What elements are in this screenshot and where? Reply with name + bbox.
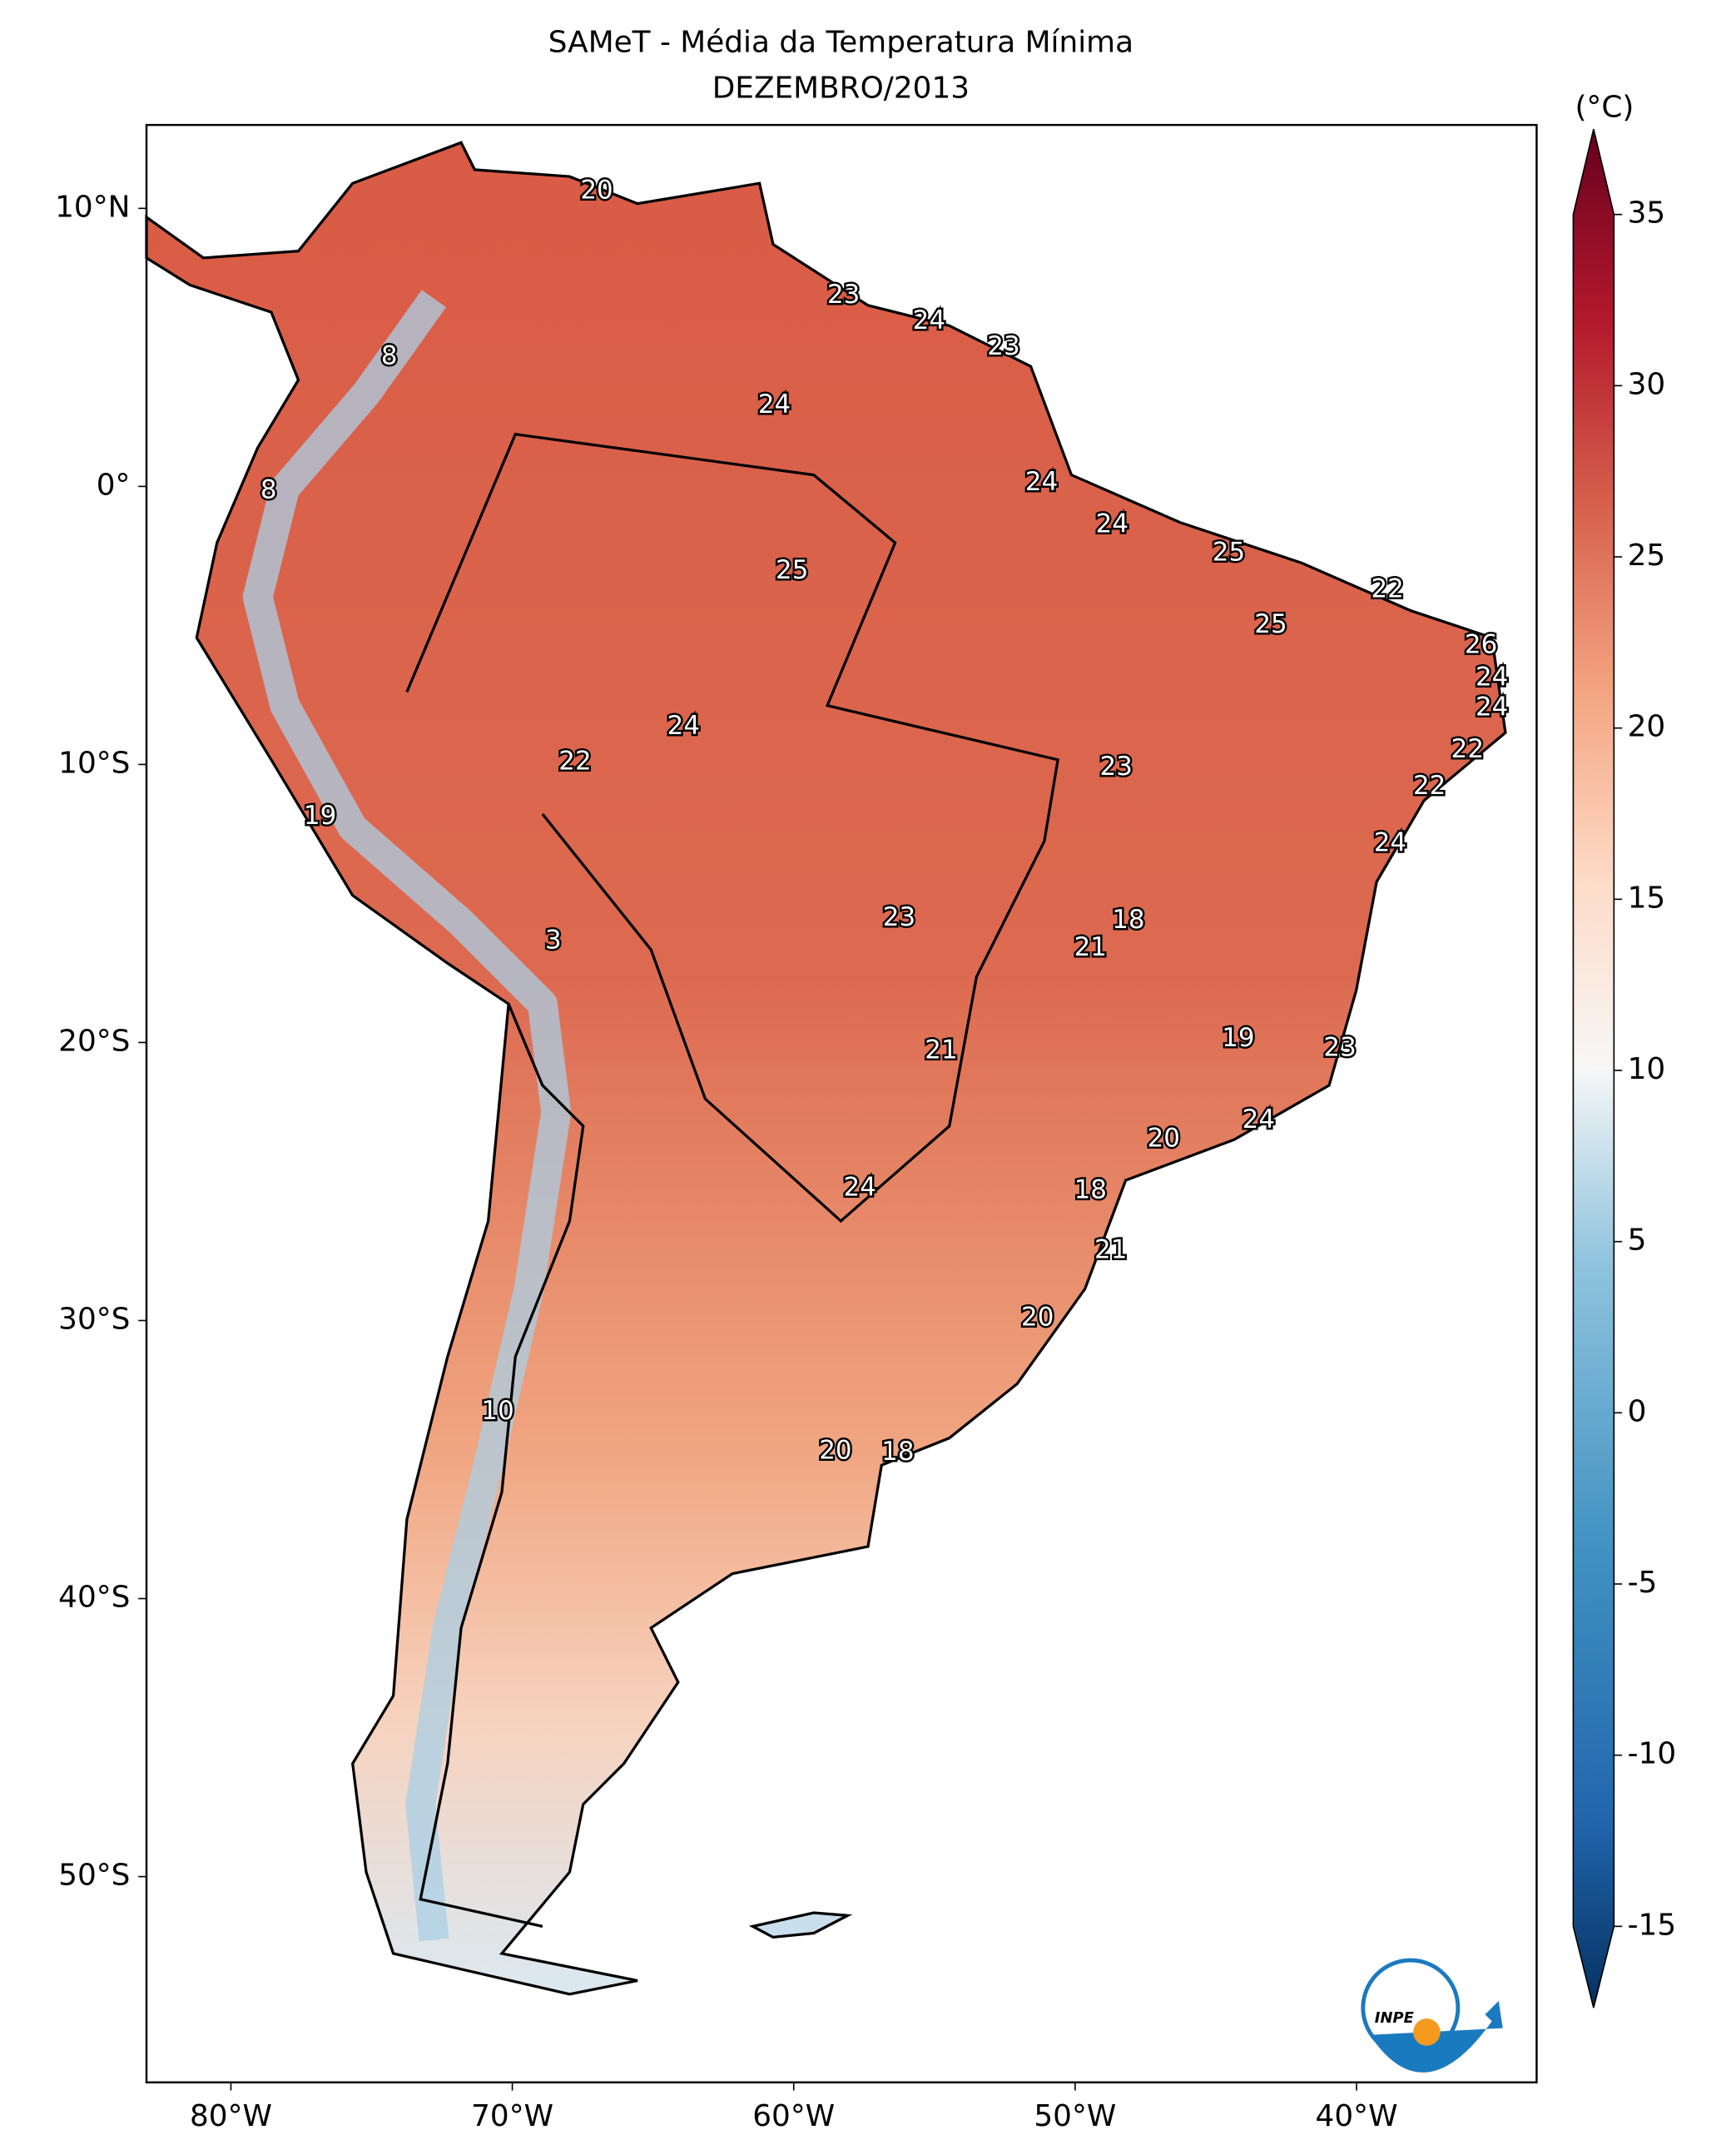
station-label: 24 xyxy=(1374,827,1406,857)
station-label: 24 xyxy=(1096,509,1128,539)
station-label: 23 xyxy=(1323,1032,1356,1062)
chart-subtitle: DEZEMBRO/2013 xyxy=(712,72,970,106)
colorbar-tick-label: 15 xyxy=(1628,881,1666,915)
station-label: 21 xyxy=(1094,1234,1127,1264)
border xyxy=(419,1003,585,1928)
station-label: 24 xyxy=(844,1172,876,1202)
x-tick-label: 50°W xyxy=(1034,2099,1116,2130)
station-label: 24 xyxy=(1476,663,1508,693)
y-tick-label: 10°S xyxy=(58,746,130,780)
station-label: 19 xyxy=(1222,1023,1254,1053)
station-label: 22 xyxy=(1413,771,1446,801)
station-label: 24 xyxy=(667,711,700,741)
y-tick-label: 10°N xyxy=(55,190,130,224)
station-label: 3 xyxy=(545,926,562,956)
station-label: 24 xyxy=(913,305,945,335)
station-label: 8 xyxy=(381,340,398,370)
station-label: 21 xyxy=(1074,932,1107,962)
colorbar-tick-label: 5 xyxy=(1628,1224,1647,1258)
x-tick-label: 70°W xyxy=(471,2099,553,2130)
colorbar-tick-label: 10 xyxy=(1628,1052,1666,1086)
island xyxy=(748,1911,853,1939)
andes xyxy=(242,290,572,1942)
station-label: 25 xyxy=(1254,609,1287,639)
station-label: 22 xyxy=(1371,574,1403,604)
colorbar-tick-label: 20 xyxy=(1628,710,1666,744)
station-label: 18 xyxy=(1112,905,1144,935)
chart-title: SAMeT - Média da Temperatura Mínima xyxy=(548,25,1133,59)
station-label: 23 xyxy=(1100,752,1133,782)
colorbar-tick-label: -5 xyxy=(1628,1566,1658,1600)
colorbar-tick-label: 35 xyxy=(1628,196,1666,231)
colorbar-tick-label: -15 xyxy=(1628,1908,1677,1942)
station-label: 19 xyxy=(304,801,336,831)
colorbar-tick-label: 25 xyxy=(1628,539,1666,573)
x-tick-label: 80°W xyxy=(190,2099,272,2130)
colorbar-tick-label: 0 xyxy=(1628,1394,1647,1428)
y-tick-label: 40°S xyxy=(58,1581,130,1615)
station-label: 24 xyxy=(1025,467,1058,497)
station-label: 22 xyxy=(558,747,591,777)
logo-text: INPE xyxy=(1375,2009,1414,2027)
y-tick-label: 50°S xyxy=(58,1859,130,1893)
colorbar-tick-label: 30 xyxy=(1628,367,1666,401)
station-label: 20 xyxy=(819,1435,851,1465)
station-label: 10 xyxy=(481,1396,513,1426)
station-label: 20 xyxy=(1148,1124,1180,1154)
station-label: 21 xyxy=(925,1035,957,1065)
station-label: 18 xyxy=(1074,1175,1107,1205)
logo: INPE xyxy=(1361,1958,1503,2073)
station-label: 25 xyxy=(1213,538,1245,568)
station-label: 20 xyxy=(580,175,613,205)
station-label: 25 xyxy=(776,555,808,585)
border xyxy=(405,432,1060,1224)
station-label: 20 xyxy=(1021,1303,1054,1333)
station-label: 23 xyxy=(827,280,860,310)
station-label: 23 xyxy=(987,331,1019,361)
station-label: 18 xyxy=(881,1437,914,1467)
y-tick-label: 0° xyxy=(97,468,131,502)
station-label: 24 xyxy=(1476,692,1508,722)
x-tick-label: 60°W xyxy=(752,2099,835,2130)
colorbar-tick-label: -10 xyxy=(1628,1737,1677,1771)
station-label: 8 xyxy=(260,475,277,505)
station-label: 24 xyxy=(1242,1105,1275,1135)
colorbar-label: (°C) xyxy=(1575,91,1634,125)
colorbar xyxy=(1572,128,1615,2008)
y-tick-label: 20°S xyxy=(58,1024,130,1058)
x-tick-label: 40°W xyxy=(1316,2099,1398,2130)
station-label: 22 xyxy=(1451,734,1484,764)
station-label: 23 xyxy=(883,902,915,932)
y-tick-label: 30°S xyxy=(58,1302,130,1336)
station-label: 24 xyxy=(758,390,791,420)
station-label: 26 xyxy=(1465,629,1497,659)
